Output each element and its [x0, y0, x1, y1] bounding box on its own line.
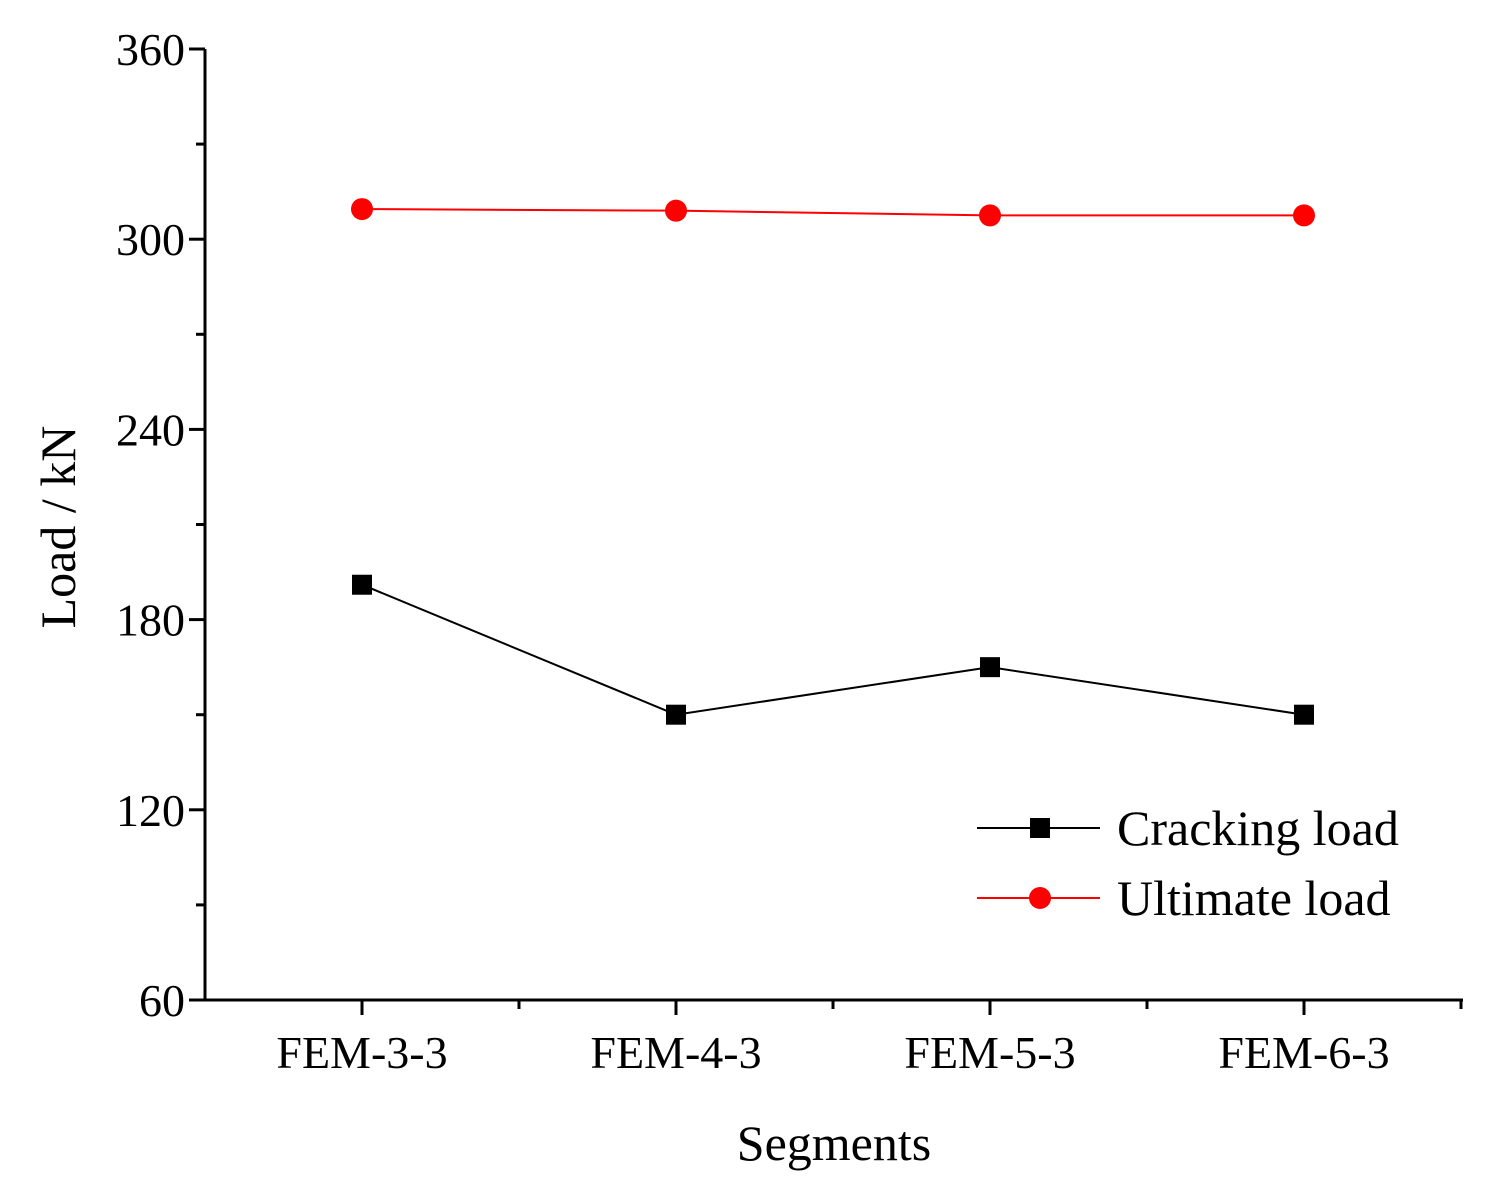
- legend: Cracking load Ultimate load: [977, 800, 1399, 926]
- data-point: [1294, 704, 1314, 725]
- data-point: [351, 198, 373, 221]
- data-point: [1293, 204, 1315, 227]
- y-tick-label: 60: [139, 975, 185, 1026]
- y-axis-ticks: 60 120 180 240 300 360: [116, 24, 205, 1026]
- series-line: [361, 208, 1304, 217]
- y-tick-label: 300: [116, 214, 185, 265]
- data-point: [665, 199, 687, 222]
- y-axis-title: Load / kN: [30, 426, 86, 629]
- x-axis-ticks: FEM-3-3 FEM-4-3 FEM-5-3 FEM-6-3: [276, 1000, 1463, 1078]
- y-tick-label: 240: [116, 404, 185, 455]
- series-cracking-load: [352, 574, 1314, 725]
- axes: [203, 49, 1463, 1002]
- y-tick-label: 360: [116, 24, 185, 75]
- series-line: [361, 583, 1305, 716]
- legend-marker: [1029, 887, 1051, 909]
- legend-marker: [1030, 818, 1050, 838]
- x-axis-title: Segments: [737, 1115, 931, 1171]
- y-tick-label: 180: [116, 595, 185, 646]
- series-layer: [351, 198, 1315, 725]
- legend-label: Cracking load: [1117, 800, 1399, 856]
- x-tick-label: FEM-4-3: [590, 1027, 761, 1078]
- data-point: [666, 704, 686, 725]
- series-ultimate-load: [351, 198, 1315, 227]
- x-tick-label: FEM-5-3: [904, 1027, 1075, 1078]
- legend-item: Cracking load: [977, 800, 1399, 856]
- x-tick-label: FEM-6-3: [1218, 1027, 1389, 1078]
- data-point: [979, 204, 1001, 227]
- legend-label: Ultimate load: [1117, 870, 1391, 926]
- y-tick-label: 120: [116, 785, 185, 836]
- data-point: [352, 574, 372, 595]
- legend-item: Ultimate load: [977, 870, 1391, 926]
- x-tick-label: FEM-3-3: [276, 1027, 447, 1078]
- data-point: [980, 657, 1000, 678]
